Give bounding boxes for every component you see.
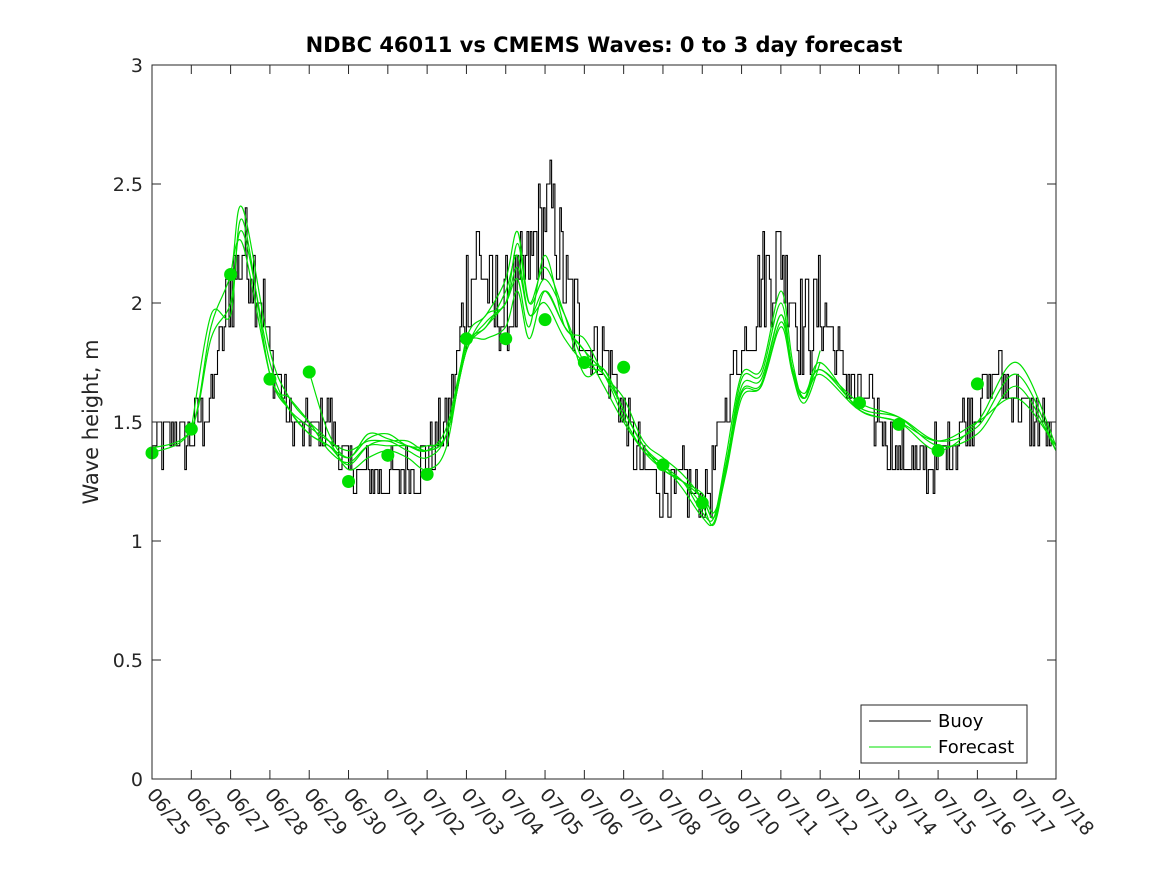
x-tick-label: 06/29: [299, 784, 351, 840]
x-tick-label: 06/28: [260, 784, 312, 840]
x-tick-label: 07/08: [653, 784, 705, 840]
y-tick-label: 0: [131, 769, 143, 791]
x-tick-label: 06/25: [142, 784, 194, 840]
forecast-marker: [892, 417, 906, 431]
x-tick-label: 07/16: [968, 784, 1020, 840]
forecast-marker: [224, 267, 238, 281]
legend-label-buoy: Buoy: [938, 711, 984, 732]
legend: Buoy Forecast: [860, 704, 1028, 764]
x-tick-label: 07/03: [457, 784, 509, 840]
y-tick-label: 0.5: [113, 650, 143, 672]
forecast-marker: [538, 313, 552, 327]
y-tick-label: 1: [131, 531, 143, 553]
forecast-marker: [970, 377, 984, 391]
x-tick-label: 07/18: [1046, 784, 1098, 840]
legend-box: [860, 704, 1028, 764]
x-tick-label: 07/02: [417, 784, 469, 840]
plot-area: [145, 159, 1056, 527]
forecast-run-line-1: [152, 205, 821, 522]
forecast-marker: [499, 332, 513, 346]
forecast-marker: [420, 467, 434, 481]
x-tick-label: 07/10: [732, 784, 784, 840]
x-tick-label: 07/14: [889, 784, 941, 840]
forecast-run-line-2: [152, 230, 821, 527]
x-tick-label: 06/30: [339, 784, 391, 840]
x-tick-label: 07/17: [1007, 784, 1059, 840]
buoy-series-line: [152, 159, 1056, 518]
y-tick-label: 3: [131, 55, 143, 77]
x-tick-label: 07/07: [614, 784, 666, 840]
forecast-marker: [577, 356, 591, 369]
forecast-run-line-4: [230, 239, 1056, 519]
x-tick-label: 07/05: [535, 784, 587, 840]
forecast-marker: [617, 360, 631, 374]
forecast-marker: [459, 332, 473, 346]
forecast-marker: [263, 372, 277, 386]
forecast-run-line-6: [308, 290, 1056, 519]
forecast-marker: [695, 496, 709, 510]
chart-title: NDBC 46011 vs CMEMS Waves: 0 to 3 day fo…: [306, 33, 903, 57]
forecast-marker: [381, 448, 395, 462]
y-tick-label: 1.5: [113, 412, 143, 434]
x-tick-label: 07/11: [771, 784, 823, 840]
forecast-marker: [302, 365, 316, 379]
x-tick-label: 07/12: [810, 784, 862, 840]
forecast-marker: [342, 475, 356, 488]
y-tick-label: 2.5: [113, 174, 143, 196]
x-tick-label: 06/27: [221, 784, 273, 840]
forecast-marker: [852, 396, 866, 410]
x-tick-label: 07/09: [692, 784, 744, 840]
forecast-marker: [184, 422, 198, 436]
y-axis-label: Wave height, m: [79, 339, 103, 504]
x-tick-label: 07/13: [850, 784, 902, 840]
forecast-marker: [931, 444, 945, 458]
forecast-marker: [656, 458, 670, 472]
legend-label-forecast: Forecast: [938, 737, 1014, 758]
x-tick-label: 06/26: [181, 784, 233, 840]
x-tick-label: 07/04: [496, 784, 548, 840]
x-tick-label: 07/01: [378, 784, 430, 840]
x-tick-label: 07/06: [575, 784, 627, 840]
y-tick-label: 2: [131, 293, 143, 315]
x-tick-label: 07/15: [928, 784, 980, 840]
